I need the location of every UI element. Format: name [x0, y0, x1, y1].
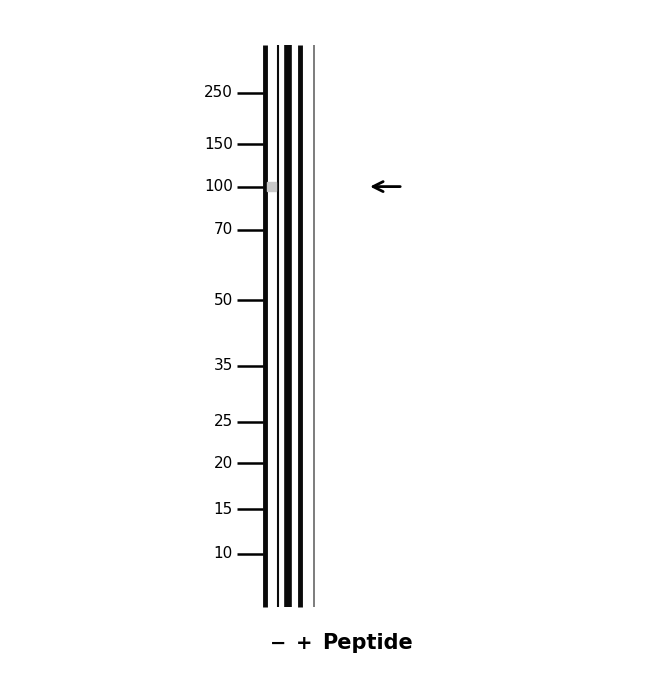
Text: 10: 10	[213, 546, 233, 561]
Text: 70: 70	[213, 222, 233, 237]
Text: 20: 20	[213, 456, 233, 471]
Text: Peptide: Peptide	[322, 633, 413, 654]
Text: 250: 250	[204, 85, 233, 100]
Text: 100: 100	[204, 179, 233, 194]
Bar	[267, 182, 276, 191]
Text: −: −	[270, 634, 287, 653]
Text: +: +	[296, 634, 313, 653]
Text: 25: 25	[213, 414, 233, 429]
Text: 150: 150	[204, 137, 233, 152]
Text: 35: 35	[213, 358, 233, 373]
Text: 15: 15	[213, 501, 233, 517]
Text: 50: 50	[213, 293, 233, 308]
